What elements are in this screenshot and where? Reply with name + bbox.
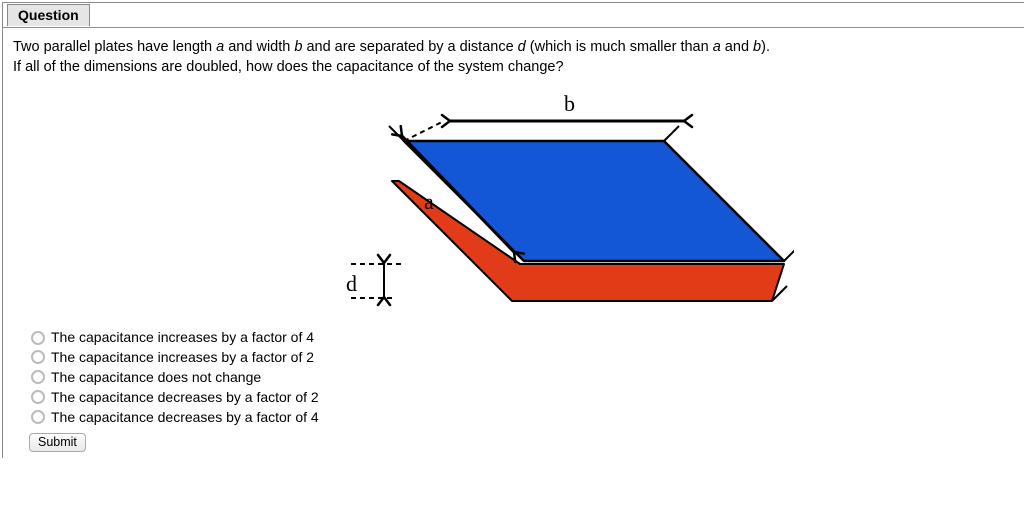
question-prompt: Two parallel plates have length a and wi… xyxy=(13,38,1014,77)
answer-option[interactable]: The capacitance decreases by a factor of… xyxy=(31,388,1014,407)
tab-row: Question xyxy=(3,3,1024,28)
prompt-line2: If all of the dimensions are doubled, ho… xyxy=(13,59,564,75)
option-label: The capacitance decreases by a factor of… xyxy=(51,408,319,427)
diagram-container: b a d xyxy=(13,81,1014,324)
svg-text:a: a xyxy=(424,189,434,214)
option-label: The capacitance increases by a factor of… xyxy=(51,328,314,347)
var-b2: b xyxy=(753,39,761,55)
option-label: The capacitance increases by a factor of… xyxy=(51,348,314,367)
radio-icon[interactable] xyxy=(31,370,45,384)
prompt-text: (which is much smaller than xyxy=(526,39,713,55)
answer-option[interactable]: The capacitance increases by a factor of… xyxy=(31,348,1014,367)
prompt-text: and are separated by a distance xyxy=(302,39,517,55)
option-label: The capacitance decreases by a factor of… xyxy=(51,388,319,407)
radio-icon[interactable] xyxy=(31,390,45,404)
radio-icon[interactable] xyxy=(31,350,45,364)
radio-icon[interactable] xyxy=(31,331,45,345)
question-container: Question Two parallel plates have length… xyxy=(2,2,1024,458)
prompt-text: and xyxy=(721,39,753,55)
var-a2: a xyxy=(713,39,721,55)
radio-icon[interactable] xyxy=(31,410,45,424)
svg-text:d: d xyxy=(346,271,357,296)
question-content: Two parallel plates have length a and wi… xyxy=(3,28,1024,458)
capacitor-diagram: b a d xyxy=(234,81,794,321)
var-d: d xyxy=(518,39,526,55)
option-label: The capacitance does not change xyxy=(51,368,261,387)
prompt-text: ). xyxy=(761,39,770,55)
answer-options: The capacitance increases by a factor of… xyxy=(31,328,1014,426)
submit-button[interactable]: Submit xyxy=(29,433,86,452)
prompt-text: Two parallel plates have length xyxy=(13,39,216,55)
var-a: a xyxy=(216,39,224,55)
answer-option[interactable]: The capacitance does not change xyxy=(31,368,1014,387)
answer-option[interactable]: The capacitance decreases by a factor of… xyxy=(31,408,1014,427)
svg-text:b: b xyxy=(564,91,575,116)
tab-question[interactable]: Question xyxy=(7,4,90,26)
answer-option[interactable]: The capacitance increases by a factor of… xyxy=(31,328,1014,347)
prompt-text: and width xyxy=(224,39,294,55)
